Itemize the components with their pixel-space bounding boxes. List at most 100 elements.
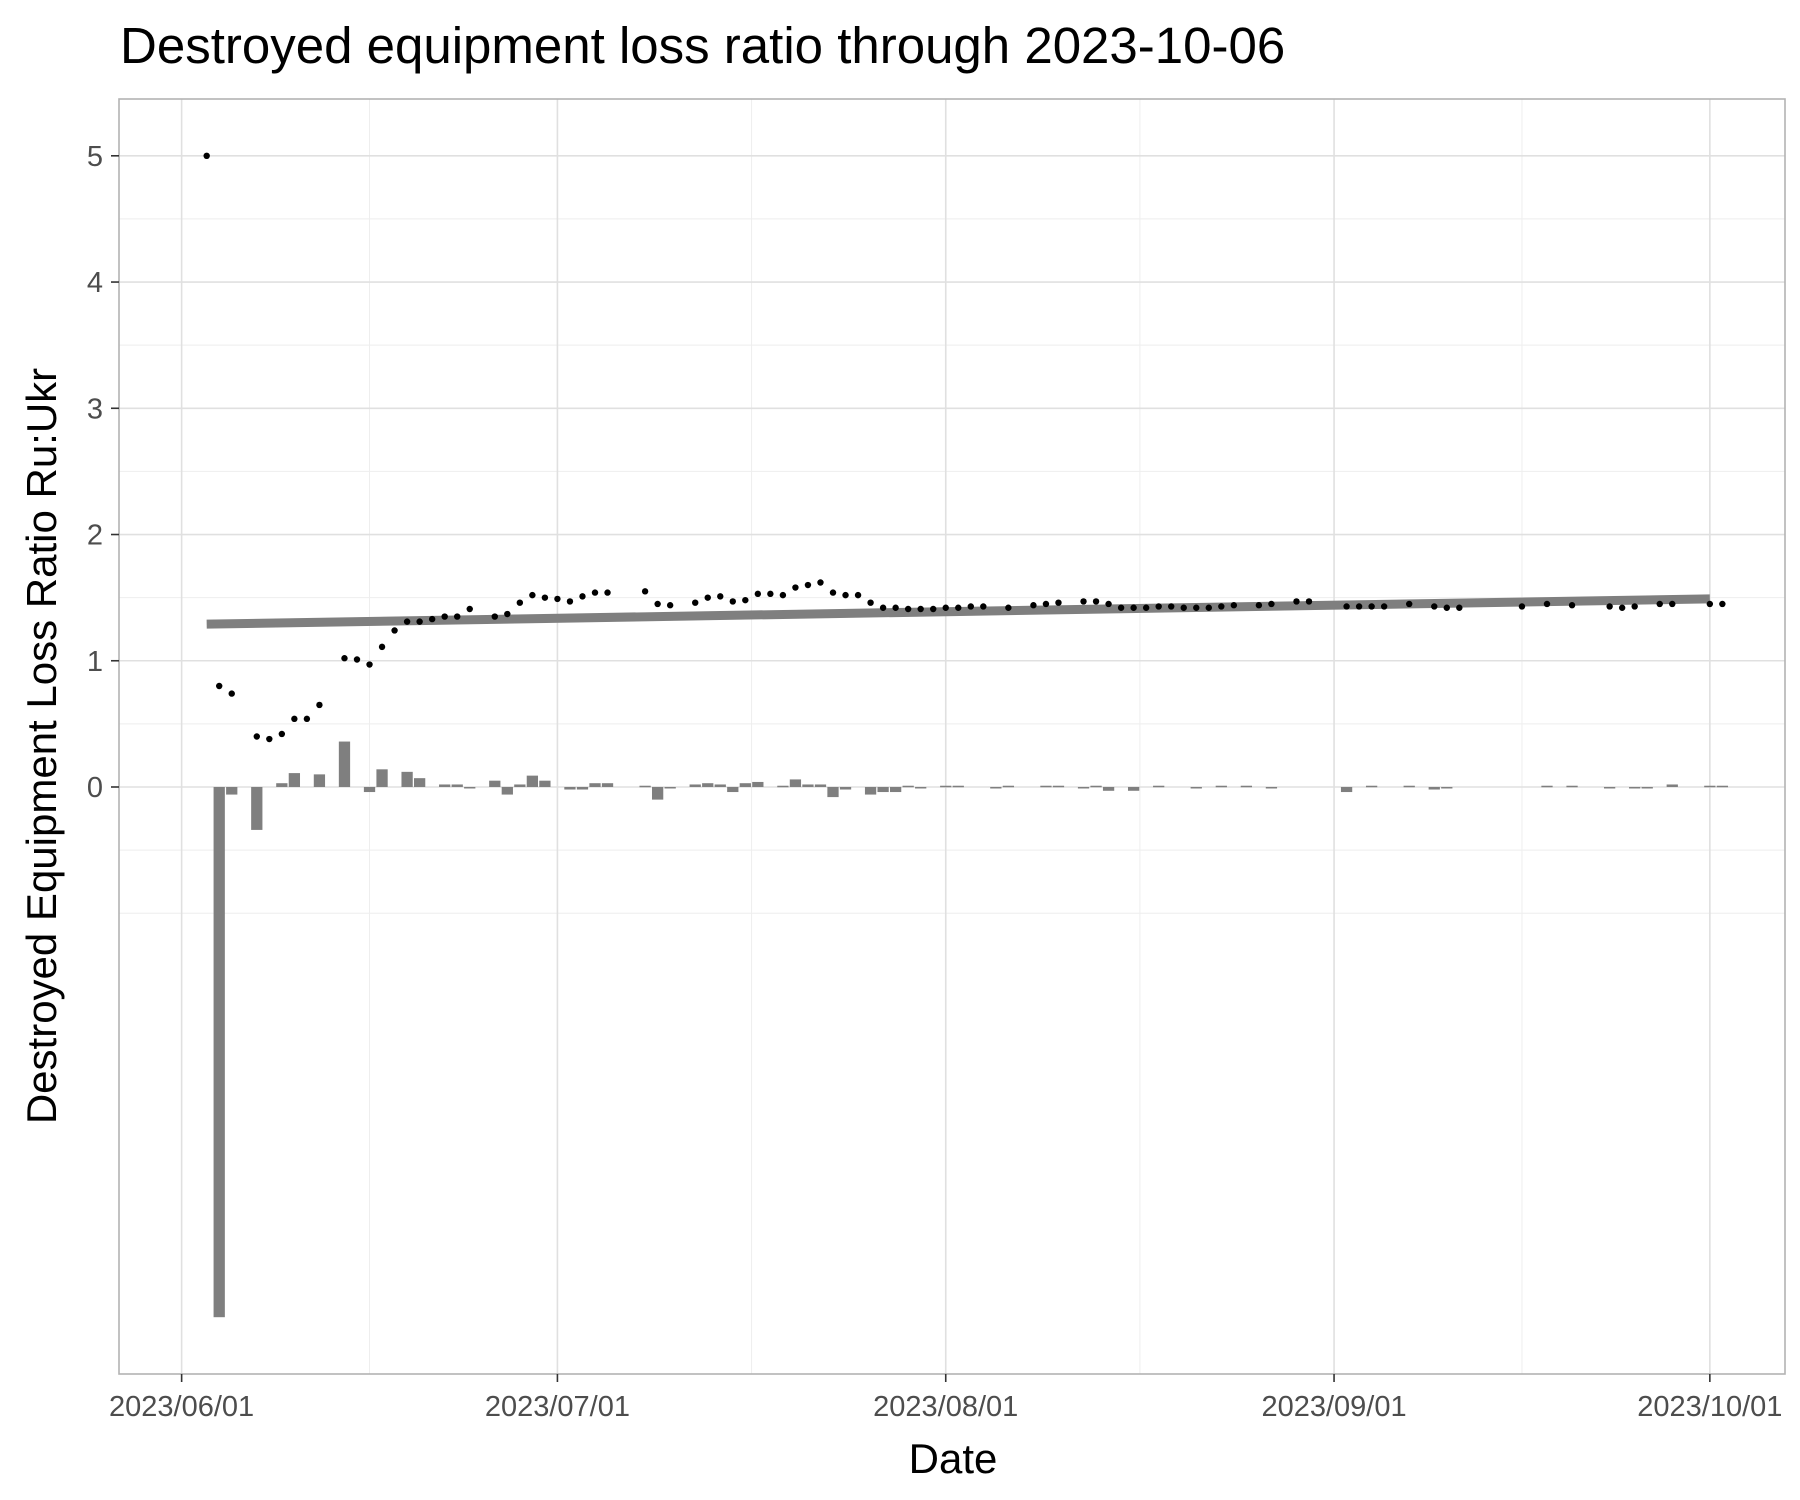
ratio-point — [804, 581, 812, 589]
ratio-point — [1205, 604, 1212, 611]
daily-change-bar — [1340, 786, 1353, 793]
ratio-point — [441, 613, 448, 620]
ratio-point — [1568, 602, 1576, 609]
daily-change-bar — [489, 780, 501, 787]
ratio-point — [692, 599, 699, 606]
daily-change-bar — [451, 784, 463, 787]
daily-change-bar — [564, 786, 576, 790]
daily-change-bar — [1629, 786, 1641, 789]
y-tick-label: 2 — [87, 520, 103, 552]
ratio-point — [917, 605, 924, 613]
daily-change-bar — [689, 784, 701, 787]
daily-change-bar — [589, 783, 601, 787]
ratio-point — [1092, 598, 1100, 605]
ratio-point — [1656, 600, 1663, 608]
ratio-point — [1518, 603, 1526, 610]
daily-change-bar — [1265, 786, 1278, 789]
daily-change-bar — [889, 786, 902, 793]
x-axis-title: Date — [909, 1435, 998, 1482]
daily-change-bar — [1077, 786, 1090, 789]
ratio-point — [1431, 603, 1438, 610]
daily-change-bar — [363, 786, 376, 793]
daily-change-bar — [1566, 785, 1578, 788]
daily-change-bar — [1603, 786, 1616, 789]
ratio-point — [641, 588, 649, 595]
ratio-point — [529, 591, 536, 599]
ratio-point — [792, 584, 799, 591]
daily-change-bars — [213, 741, 1729, 1318]
daily-change-bar — [514, 784, 526, 787]
ratio-point — [491, 613, 498, 620]
ratio-point — [516, 599, 524, 606]
daily-change-bar — [1641, 786, 1653, 789]
ratio-point — [842, 591, 849, 599]
ratio-point — [403, 618, 411, 625]
ratio-point — [654, 600, 661, 608]
daily-change-bar — [814, 784, 827, 787]
daily-change-bar — [839, 786, 852, 790]
ratio-point — [1268, 600, 1275, 608]
y-tick-label: 3 — [87, 393, 103, 425]
ratio-point — [829, 589, 837, 596]
ratio-point — [1719, 600, 1726, 608]
daily-change-bar — [702, 783, 714, 787]
ratio-point — [666, 602, 674, 609]
daily-change-bar — [464, 786, 476, 789]
ratio-point — [817, 579, 824, 586]
ratio-point — [892, 604, 899, 611]
ratio-point — [779, 591, 787, 599]
daily-change-bar — [777, 785, 789, 788]
ratio-point — [1631, 603, 1638, 610]
x-tick-label: 2023/10/01 — [1637, 1391, 1782, 1423]
ratio-point — [704, 594, 711, 601]
chart-title: Destroyed equipment loss ratio through 2… — [120, 17, 1285, 74]
y-tick-label: 0 — [87, 772, 103, 804]
ratio-point — [1368, 603, 1375, 610]
daily-change-bar — [1666, 784, 1678, 787]
daily-change-bar — [1040, 785, 1052, 788]
daily-change-bar — [827, 786, 839, 798]
x-tick-label: 2023/09/01 — [1261, 1391, 1406, 1423]
daily-change-bar — [1102, 786, 1115, 791]
daily-change-bar — [1153, 785, 1165, 788]
ratio-point — [729, 598, 736, 605]
daily-change-bar — [1052, 785, 1065, 788]
ratio-point — [1706, 600, 1714, 608]
major-gridlines — [119, 99, 1785, 1374]
panel-border — [118, 98, 1786, 1375]
ratio-point — [266, 735, 273, 743]
ratio-point — [341, 655, 348, 662]
daily-change-bar — [940, 785, 952, 788]
ratio-point — [378, 643, 386, 651]
ratio-point — [1305, 598, 1313, 605]
minor-gridlines — [119, 99, 1785, 1374]
daily-change-bar — [313, 774, 326, 787]
ratio-point — [1105, 600, 1112, 608]
daily-change-bar — [1704, 785, 1716, 788]
ratio-point — [1230, 602, 1238, 609]
daily-change-bar — [576, 786, 589, 790]
ratio-point — [291, 715, 298, 723]
ratio-point — [1443, 604, 1450, 611]
ratio-point — [1293, 598, 1300, 605]
ratio-point — [930, 605, 937, 613]
daily-change-bar — [601, 783, 614, 787]
ratio-point — [353, 656, 361, 663]
ratio-point — [1117, 604, 1125, 611]
ratio-point — [203, 152, 210, 160]
daily-change-bar — [501, 786, 513, 795]
x-tick-label: 2023/06/01 — [109, 1391, 254, 1423]
ratio-point — [416, 618, 423, 625]
daily-change-bar — [864, 786, 877, 795]
ratio-points — [203, 152, 1726, 743]
ratio-point — [303, 715, 311, 723]
daily-change-bar — [338, 741, 351, 787]
daily-change-bar — [1441, 786, 1453, 789]
ratio-point — [1406, 600, 1413, 608]
daily-change-bar — [902, 785, 914, 788]
daily-change-bar — [752, 781, 764, 787]
ratio-point — [504, 610, 511, 618]
daily-change-bar — [1403, 785, 1415, 788]
daily-change-bar — [739, 783, 751, 787]
